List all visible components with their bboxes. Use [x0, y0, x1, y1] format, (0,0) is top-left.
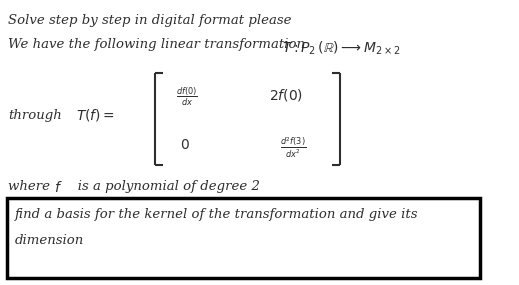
Text: $\frac{d^2f(3)}{dx^2}$: $\frac{d^2f(3)}{dx^2}$ [280, 136, 306, 160]
Bar [7, 198, 480, 278]
Text: $T(f) =$: $T(f) =$ [76, 107, 115, 123]
Text: find a basis for the kernel of the transformation and give its: find a basis for the kernel of the trans… [15, 208, 418, 221]
Text: $f$: $f$ [54, 180, 63, 195]
Text: where: where [8, 180, 54, 193]
Text: $\frac{df(0)}{dx}$: $\frac{df(0)}{dx}$ [176, 86, 198, 108]
Text: is a polynomial of degree 2: is a polynomial of degree 2 [65, 180, 260, 193]
Text: $0$: $0$ [180, 138, 190, 152]
Text: $T : P_2\,(\mathbb{R}) \longrightarrow M_{2\times2}$: $T : P_2\,(\mathbb{R}) \longrightarrow M… [282, 40, 401, 57]
Text: through: through [8, 109, 62, 121]
Text: $2f(0)$: $2f(0)$ [269, 87, 303, 103]
Text: Solve step by step in digital format please: Solve step by step in digital format ple… [8, 14, 292, 27]
Text: We have the following linear transformation: We have the following linear transformat… [8, 38, 313, 51]
Text: dimension: dimension [15, 234, 84, 247]
